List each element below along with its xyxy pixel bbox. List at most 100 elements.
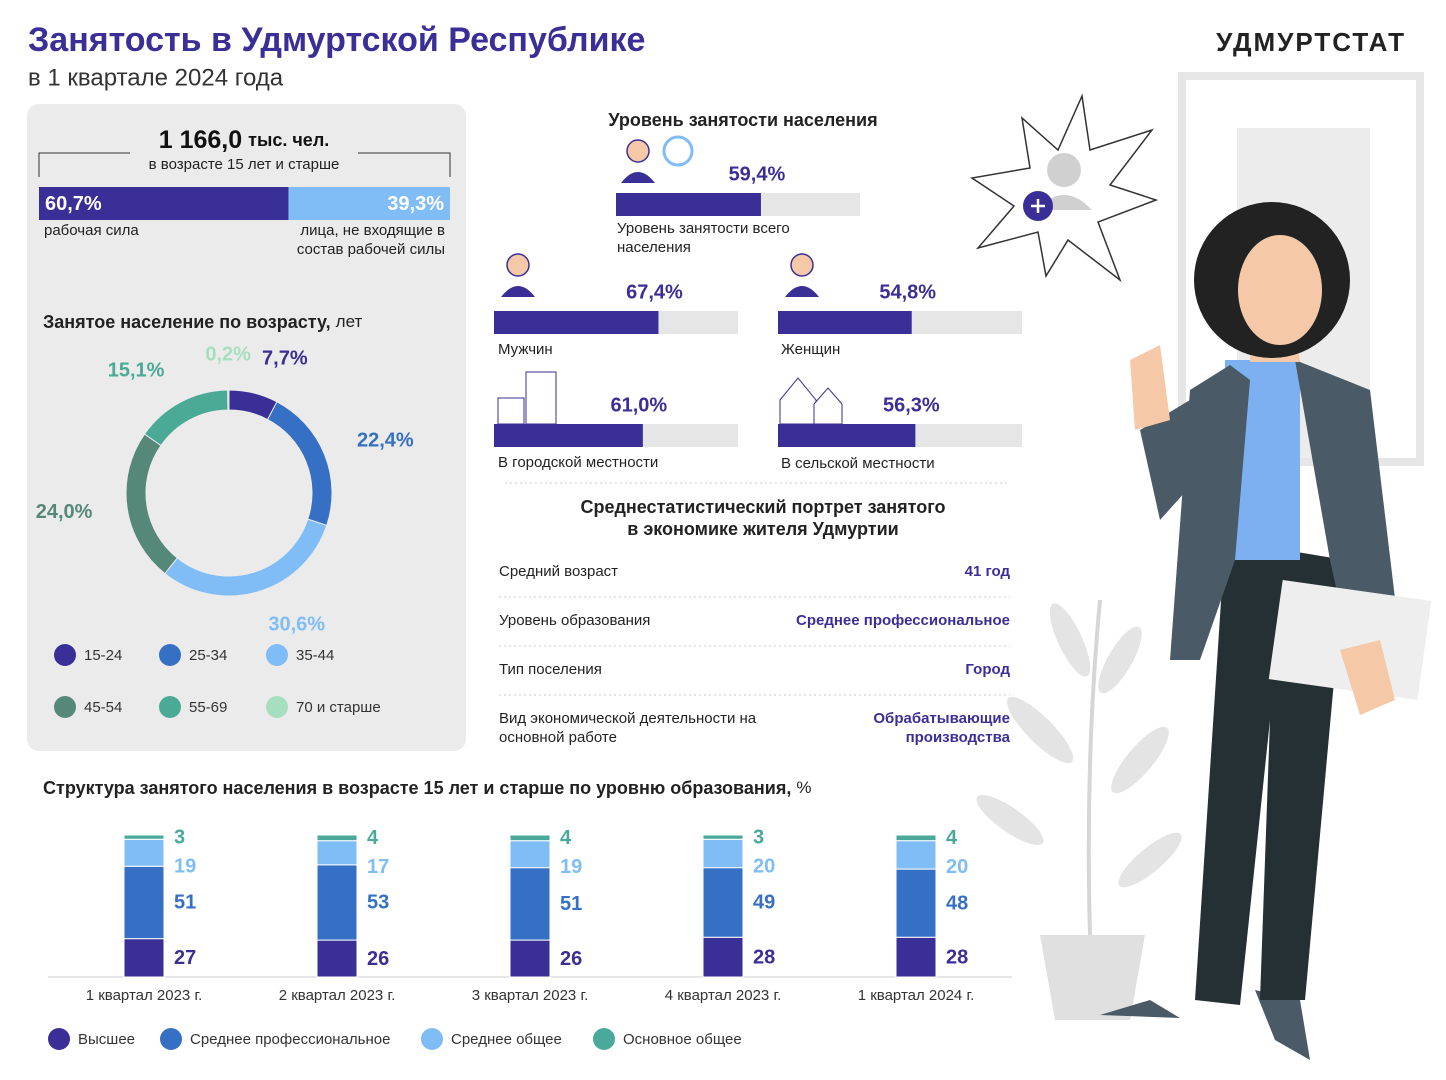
title-unit: % bbox=[796, 778, 811, 797]
title-main: Занятое население по возрасту, bbox=[43, 312, 331, 332]
legend-label: рабочая сила bbox=[44, 222, 139, 239]
portrait-label: Вид экономической деятельности на основн… bbox=[499, 710, 757, 746]
progress-bar bbox=[494, 311, 659, 334]
progress-label: Уровень занятости всего населения bbox=[617, 220, 790, 256]
bracket bbox=[38, 152, 451, 177]
bar-value-label: 39,3% bbox=[387, 193, 444, 215]
chart-title: Занятое население по возрасту, лет bbox=[43, 312, 362, 332]
illustration bbox=[970, 72, 1432, 1060]
legend-label: 70 и старше bbox=[296, 699, 381, 716]
legend-label: Высшее bbox=[78, 1031, 135, 1048]
portrait-value: 41 год bbox=[964, 563, 1010, 580]
legend-label: Среднее профессиональное bbox=[190, 1031, 390, 1048]
icon bbox=[785, 286, 819, 297]
legend-label: 25-34 bbox=[189, 647, 227, 664]
legend-swatch bbox=[54, 696, 76, 718]
bar-segment bbox=[509, 939, 551, 978]
donut-value-label: 22,4% bbox=[357, 430, 414, 452]
total-unit: тыс. чел. bbox=[248, 130, 329, 150]
title-unit: лет bbox=[336, 312, 363, 331]
bar-segment bbox=[123, 838, 165, 867]
chart-title: Уровень занятости населения bbox=[608, 110, 877, 130]
donut-segment bbox=[227, 389, 230, 411]
x-tick-label: 1 квартал 2024 г. bbox=[858, 987, 975, 1004]
bar-value-label: 4 bbox=[560, 827, 572, 849]
legend-swatch bbox=[160, 1028, 182, 1050]
bar-value-label: 49 bbox=[753, 892, 775, 914]
progress-bar bbox=[778, 311, 912, 334]
icon bbox=[525, 371, 557, 425]
bar-segment bbox=[702, 834, 744, 840]
legend-swatch bbox=[593, 1028, 615, 1050]
icon bbox=[621, 172, 655, 183]
bar-value-label: 17 bbox=[367, 856, 389, 878]
portrait-title: в экономике жителя Удмуртии bbox=[627, 519, 898, 539]
donut-value-label: 30,6% bbox=[268, 614, 325, 636]
legend-label: 45-54 bbox=[84, 699, 122, 716]
legend-label: 55-69 bbox=[189, 699, 227, 716]
portrait-label: Средний возраст bbox=[499, 563, 619, 580]
bar-segment bbox=[288, 187, 450, 220]
icon bbox=[662, 135, 694, 167]
chart-title: Структура занятого населения в возрасте … bbox=[43, 778, 811, 798]
total-value: 1 166,0 bbox=[159, 126, 242, 154]
progress-value-label: 56,3% bbox=[883, 394, 940, 416]
icon bbox=[497, 397, 525, 425]
bar-value-label: 51 bbox=[560, 893, 582, 915]
portrait-value: Город bbox=[965, 661, 1010, 678]
portrait-label: Уровень образования bbox=[499, 612, 651, 629]
bar-value-label: 4 bbox=[946, 827, 958, 849]
legend-swatch bbox=[159, 644, 181, 666]
progress-bar bbox=[778, 424, 916, 447]
x-tick-label: 2 квартал 2023 г. bbox=[279, 987, 396, 1004]
bar-segment bbox=[702, 936, 744, 978]
bar-segment bbox=[316, 939, 358, 978]
bar-segment bbox=[702, 867, 744, 938]
legend-label: Среднее общее bbox=[451, 1031, 562, 1048]
donut-value-label: 15,1% bbox=[108, 359, 165, 381]
bar-value-label: 53 bbox=[367, 892, 389, 914]
bar-segment bbox=[123, 938, 165, 978]
total-text: 1 166,0 тыс. чел. bbox=[159, 126, 330, 154]
bar-segment bbox=[123, 834, 165, 840]
bar-value-label: 60,7% bbox=[45, 193, 102, 215]
portrait-value: Среднее профессиональное bbox=[795, 612, 1010, 629]
bar-segment bbox=[509, 867, 551, 941]
icon bbox=[501, 286, 535, 297]
bar-segment bbox=[509, 834, 551, 842]
portrait-title: Среднестатистический портрет занятого bbox=[580, 497, 945, 517]
bar-value-label: 48 bbox=[946, 892, 968, 914]
bar-segment bbox=[702, 838, 744, 869]
bar-segment bbox=[895, 936, 937, 978]
legend-swatch bbox=[159, 696, 181, 718]
icon bbox=[813, 387, 843, 425]
legend-label: 35-44 bbox=[296, 647, 334, 664]
bar-segment bbox=[895, 868, 937, 938]
bar-value-label: 28 bbox=[753, 946, 775, 968]
bar-segment bbox=[316, 864, 358, 941]
bar-segment bbox=[316, 834, 358, 842]
bar-segment bbox=[895, 834, 937, 842]
bar-value-label: 3 bbox=[174, 826, 185, 848]
bar-segment bbox=[316, 840, 358, 866]
x-tick-label: 4 квартал 2023 г. bbox=[665, 987, 782, 1004]
icon bbox=[506, 253, 530, 277]
bar-value-label: 20 bbox=[946, 856, 968, 878]
donut-value-label: 7,7% bbox=[262, 347, 308, 369]
legend-swatch bbox=[421, 1028, 443, 1050]
legend-swatch bbox=[266, 696, 288, 718]
page-subtitle: в 1 квартале 2024 года bbox=[28, 64, 284, 91]
legend-swatch bbox=[266, 644, 288, 666]
panel bbox=[27, 104, 466, 751]
bar-value-label: 28 bbox=[946, 946, 968, 968]
donut-value-label: 24,0% bbox=[36, 501, 93, 523]
progress-bar bbox=[494, 424, 643, 447]
bar-value-label: 26 bbox=[560, 948, 582, 970]
brand: УДМУРТСТАТ bbox=[1216, 27, 1406, 57]
icon bbox=[790, 253, 814, 277]
portrait-value: Обрабатывающие производства bbox=[873, 710, 1010, 746]
icon bbox=[779, 377, 817, 425]
legend-label: Основное общее bbox=[623, 1031, 742, 1048]
title-main: Структура занятого населения в возрасте … bbox=[43, 778, 791, 798]
